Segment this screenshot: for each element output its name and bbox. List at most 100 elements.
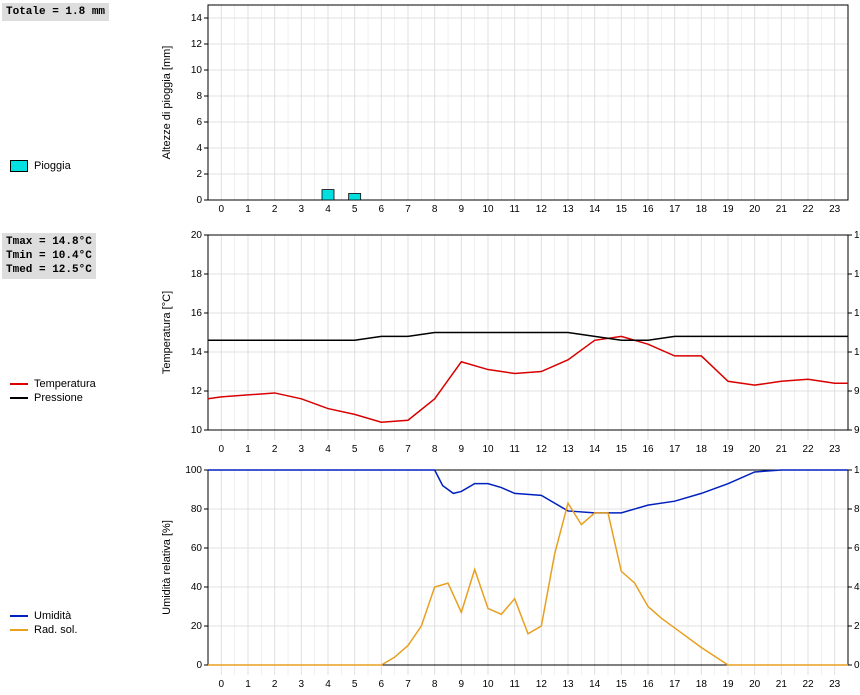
svg-text:22: 22 [802,679,814,690]
svg-text:11: 11 [509,679,520,690]
svg-text:21: 21 [776,679,788,690]
svg-text:0: 0 [854,660,860,671]
legend-panel3: UmiditàRad. sol. [10,610,77,638]
svg-text:20: 20 [749,679,761,690]
svg-text:10: 10 [191,65,203,76]
svg-text:18: 18 [191,269,203,280]
svg-text:4: 4 [325,204,331,215]
svg-text:14: 14 [191,347,203,358]
svg-text:5: 5 [352,204,358,215]
svg-text:14: 14 [589,679,601,690]
svg-text:21: 21 [776,444,788,455]
svg-text:8: 8 [196,91,202,102]
svg-text:0: 0 [219,444,225,455]
svg-text:6: 6 [379,444,385,455]
svg-text:8: 8 [432,204,438,215]
svg-text:11: 11 [509,444,520,455]
temperature-stats-box: Tmax = 14.8°CTmin = 10.4°CTmed = 12.5°C [2,233,96,279]
svg-text:2: 2 [272,679,278,690]
svg-text:0: 0 [219,679,225,690]
svg-text:7: 7 [405,204,411,215]
svg-text:9: 9 [459,204,465,215]
svg-text:1020: 1020 [854,269,860,280]
svg-text:20: 20 [749,204,761,215]
svg-text:2: 2 [196,169,202,180]
svg-text:23: 23 [829,444,841,455]
legend-panel2: TemperaturaPressione [10,378,96,406]
svg-text:3: 3 [299,204,305,215]
svg-text:0: 0 [196,195,202,206]
charts-svg: 0123456789101112131415161718192021222302… [150,0,860,690]
svg-text:22: 22 [802,204,814,215]
svg-text:20: 20 [191,621,203,632]
svg-text:19: 19 [722,204,734,215]
svg-text:200: 200 [854,621,860,632]
svg-text:19: 19 [722,679,734,690]
svg-text:20: 20 [749,444,761,455]
svg-text:12: 12 [536,679,548,690]
svg-text:1010: 1010 [854,308,860,319]
svg-text:10: 10 [191,425,203,436]
svg-text:10: 10 [482,444,494,455]
svg-text:6: 6 [379,204,385,215]
svg-text:7: 7 [405,444,411,455]
svg-text:40: 40 [191,582,203,593]
svg-text:17: 17 [669,204,681,215]
svg-text:800: 800 [854,504,860,515]
svg-text:15: 15 [616,444,628,455]
svg-text:9: 9 [459,444,465,455]
svg-text:19: 19 [722,444,734,455]
svg-text:17: 17 [669,444,681,455]
svg-text:990: 990 [854,386,860,397]
svg-text:3: 3 [299,679,305,690]
svg-text:0: 0 [219,204,225,215]
svg-text:8: 8 [432,679,438,690]
svg-text:8: 8 [432,444,438,455]
svg-text:12: 12 [191,386,203,397]
svg-text:1000: 1000 [854,465,860,476]
rain-total-box: Totale = 1.8 mm [2,3,109,21]
svg-text:1: 1 [245,444,251,455]
svg-text:18: 18 [696,444,708,455]
svg-text:16: 16 [191,308,203,319]
svg-text:1000: 1000 [854,347,860,358]
svg-text:16: 16 [642,444,654,455]
svg-text:18: 18 [696,679,708,690]
svg-text:13: 13 [562,679,574,690]
svg-text:4: 4 [325,679,331,690]
svg-text:13: 13 [562,204,574,215]
svg-text:14: 14 [589,444,601,455]
svg-text:14: 14 [191,13,203,24]
svg-text:22: 22 [802,444,814,455]
svg-text:14: 14 [589,204,601,215]
svg-text:7: 7 [405,679,411,690]
svg-text:18: 18 [696,204,708,215]
svg-text:6: 6 [379,679,385,690]
svg-text:0: 0 [196,660,202,671]
svg-text:23: 23 [829,204,841,215]
svg-text:80: 80 [191,504,203,515]
svg-text:12: 12 [536,444,548,455]
svg-text:1030: 1030 [854,230,860,241]
svg-text:17: 17 [669,679,681,690]
svg-text:1: 1 [245,679,251,690]
svg-text:2: 2 [272,204,278,215]
legend-panel1: Pioggia [10,160,71,174]
svg-text:13: 13 [562,444,574,455]
svg-text:10: 10 [482,679,494,690]
svg-text:5: 5 [352,679,358,690]
svg-text:5: 5 [352,444,358,455]
svg-text:100: 100 [185,465,202,476]
svg-text:Altezze di pioggia [mm]: Altezze di pioggia [mm] [161,46,173,160]
svg-text:4: 4 [325,444,331,455]
svg-text:9: 9 [459,679,465,690]
svg-text:10: 10 [482,204,494,215]
svg-text:1: 1 [245,204,251,215]
svg-text:3: 3 [299,444,305,455]
svg-text:4: 4 [196,143,202,154]
svg-text:20: 20 [191,230,203,241]
svg-text:980: 980 [854,425,860,436]
svg-text:6: 6 [196,117,202,128]
svg-text:60: 60 [191,543,203,554]
svg-text:15: 15 [616,679,628,690]
